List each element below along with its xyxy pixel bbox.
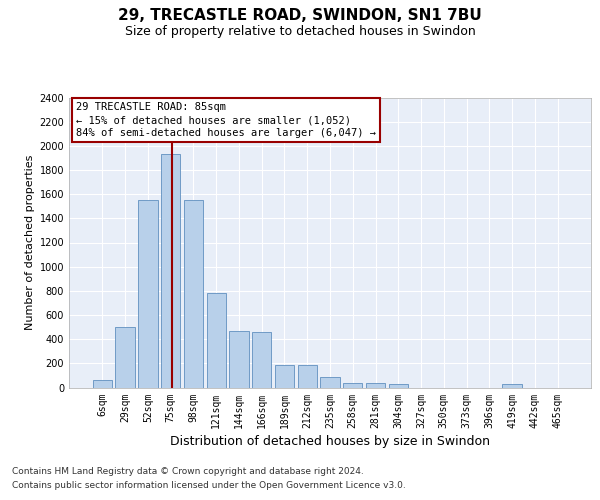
Bar (298, 364, 317, 388)
Text: Contains public sector information licensed under the Open Government Licence v3: Contains public sector information licen… (12, 481, 406, 490)
Bar (93, 380, 112, 388)
Bar (138, 200, 158, 388)
Bar (115, 327, 135, 388)
Y-axis label: Number of detached properties: Number of detached properties (25, 155, 35, 330)
Bar (343, 384, 362, 388)
Text: 29, TRECASTLE ROAD, SWINDON, SN1 7BU: 29, TRECASTLE ROAD, SWINDON, SN1 7BU (118, 8, 482, 22)
Bar (389, 384, 408, 388)
Bar (502, 384, 522, 388)
Text: Size of property relative to detached houses in Swindon: Size of property relative to detached ho… (125, 25, 475, 38)
X-axis label: Distribution of detached houses by size in Swindon: Distribution of detached houses by size … (170, 434, 490, 448)
Bar (275, 364, 294, 388)
Bar (320, 376, 340, 388)
Text: Contains HM Land Registry data © Crown copyright and database right 2024.: Contains HM Land Registry data © Crown c… (12, 467, 364, 476)
Bar (366, 384, 385, 388)
Bar (229, 332, 248, 388)
Bar (206, 293, 226, 388)
Bar (252, 332, 271, 388)
Bar (184, 200, 203, 388)
Text: 29 TRECASTLE ROAD: 85sqm
← 15% of detached houses are smaller (1,052)
84% of sem: 29 TRECASTLE ROAD: 85sqm ← 15% of detach… (76, 102, 376, 139)
Bar (161, 154, 181, 388)
